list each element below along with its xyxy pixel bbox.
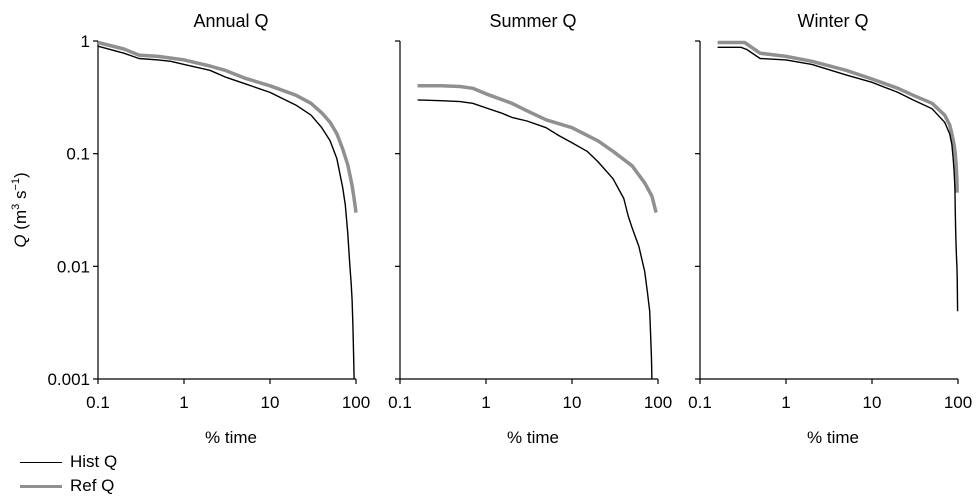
y-axis-label-unit-m: (m (11, 210, 30, 230)
y-tick-label-3: 0.001 (47, 370, 90, 389)
y-tick-label-2: 0.01 (57, 257, 90, 276)
series-ref-line-1 (417, 84, 658, 214)
x-tick-label-0-0: 0.1 (86, 393, 110, 412)
y-axis-label-sup-minus1: −1 (10, 178, 22, 191)
x-tick-label-2-2: 10 (863, 393, 882, 412)
y-axis-label-unit-s: s (11, 191, 30, 204)
series-hist-line-1 (417, 99, 653, 380)
legend-label-ref: Ref Q (70, 476, 115, 495)
x-tick-label-0-3: 100 (342, 393, 370, 412)
legend-item-hist: Hist Q (20, 450, 117, 474)
x-tick-label-0-1: 1 (179, 393, 188, 412)
legend-item-ref: Ref Q (20, 474, 117, 498)
x-axis-label-1: % time (507, 428, 559, 447)
series-hist-line-0 (97, 45, 355, 380)
x-tick-label-2-3: 100 (944, 393, 972, 412)
x-tick-label-1-2: 10 (563, 393, 582, 412)
legend-swatch-hist (20, 461, 62, 463)
legend-swatch-ref (20, 484, 62, 488)
x-tick-label-0-2: 10 (261, 393, 280, 412)
x-tick-label-1-3: 100 (644, 393, 672, 412)
y-axis-label-sup-3: 3 (10, 204, 22, 210)
x-tick-label-1-0: 0.1 (388, 393, 412, 412)
y-axis-label: Q (m3 s−1) (10, 172, 30, 247)
series-ref-line-2 (717, 40, 959, 193)
legend-label-hist: Hist Q (70, 452, 118, 471)
panel-title-0: Annual Q (193, 11, 268, 31)
panel-title-2: Winter Q (797, 11, 868, 31)
series-ref-line-0 (97, 40, 358, 213)
x-axis-label-2: % time (807, 428, 859, 447)
y-tick-label-1: 0.1 (66, 145, 90, 164)
panel-title-1: Summer Q (489, 11, 576, 31)
x-tick-label-2-0: 0.1 (688, 393, 712, 412)
x-tick-label-1-1: 1 (481, 393, 490, 412)
y-axis-label-q: Q (11, 230, 30, 248)
y-axis-label-close: ) (11, 172, 30, 178)
legend: Hist Q Ref Q (20, 450, 117, 498)
series-hist-line-2 (717, 46, 959, 312)
y-tick-label-0: 1 (81, 32, 90, 51)
x-tick-label-2-1: 1 (781, 393, 790, 412)
x-axis-label-0: % time (205, 428, 257, 447)
